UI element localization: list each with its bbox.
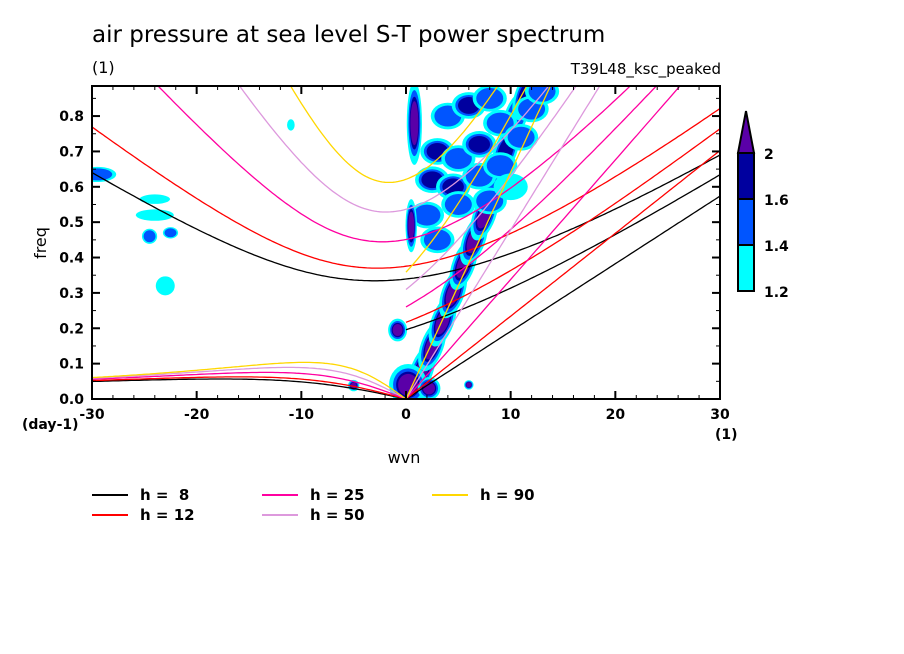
small-blob [392,324,403,337]
y-tick-label: 0.6 [59,180,84,196]
west-patch [155,276,175,296]
chart-title: air pressure at sea level S-T power spec… [92,22,606,48]
x-tick-label: -10 [289,407,315,423]
axis-ticks: -30 -20 -10 0 10 20 30 0.0 0.1 0.2 0.3 0.4 0.5 0.6 0.7… [59,86,730,423]
legend-label: h = 25 [310,486,365,504]
eig0-curve [405,86,658,308]
spectral-patch [444,148,472,170]
ig1-curve [92,154,720,282]
kelvin-line [405,86,552,399]
x-tick-label: 30 [710,407,730,423]
colorbar-extend-arrow [736,110,756,154]
legend-label: h = 90 [480,486,535,504]
high-freq-blob [410,101,419,146]
plot-frame [91,85,721,400]
eig0-curve [405,174,720,331]
y-tick-label: 0.7 [59,144,84,160]
units-label: (1) [92,58,115,77]
spectral-patch [486,112,514,134]
y-tick-label: 0.2 [59,321,84,337]
rossby-curve [92,366,407,399]
kelvin-line [405,86,681,399]
y-tick-label: 0.3 [59,286,84,302]
legend-swatch [92,514,128,516]
spectral-patch [413,204,441,226]
y-tick-label: 0.4 [59,251,84,267]
legend-item: h = 12 [92,506,195,524]
spectral-patch [423,229,451,251]
colorbar-segment [737,152,755,200]
legend-swatch [92,494,128,496]
ig1-curve [238,86,550,213]
y-tick-label: 0.1 [59,357,84,373]
y-units-label: (day-1) [22,417,79,433]
spectral-patch [486,155,514,177]
legend-item: h = 90 [432,486,535,504]
y-tick-label: 0.8 [59,109,84,125]
west-patch [143,230,156,243]
x-units-label: (1) [715,427,738,443]
small-blob [466,382,472,388]
spectral-patch [528,86,556,102]
legend-item: h = 25 [262,486,365,504]
kelvin-line [405,86,601,399]
rossby-curve [92,371,407,399]
colorbar-segment [737,198,755,246]
colorbar-segment [737,244,755,292]
legend-label: h = 50 [310,506,365,524]
legend-item: h = 8 [92,486,189,504]
spectral-patch [444,193,472,215]
y-tick-label: 0.0 [59,392,84,408]
colorbar-label: 1.4 [764,239,789,255]
west-patch [139,194,170,204]
eig0-curve [405,128,720,323]
legend-swatch [262,494,298,496]
x-tick-label: -20 [184,407,210,423]
dispersion-curves [92,86,720,399]
legend-label: h = 12 [140,506,195,524]
west-patch [92,168,113,181]
x-axis-title: wvn [388,448,421,467]
eig0-curve [405,86,528,273]
contour-layer [92,86,560,399]
colorbar: 1.2 1.4 1.6 2 [736,110,789,301]
ig1-curve [92,107,720,269]
legend-item: h = 50 [262,506,365,524]
spectral-patch [507,126,535,148]
ig1-curve [289,86,499,184]
x-tick-label: 20 [606,407,626,423]
colorbar-label: 2 [764,147,774,163]
colorbar-label: 1.2 [764,285,789,301]
legend-swatch [262,514,298,516]
kelvin-line [405,149,720,399]
west-patch [164,228,177,238]
x-tick-label: 10 [501,407,521,423]
spectral-patch [442,178,464,196]
west-patch [287,119,295,131]
rossby-curve [92,361,407,399]
x-tick-label: 0 [401,407,411,423]
y-tick-label: 0.5 [59,215,84,231]
midfreq-blob [408,211,415,240]
run-name: T39L48_ksc_peaked [570,60,721,78]
colorbar-label: 1.6 [764,193,789,209]
eig0-curve [405,86,577,291]
ig1-curve [157,86,632,243]
rossby-curve [92,376,407,399]
spectral-patch [468,135,491,153]
rossby-curve [92,378,407,399]
legend-label: h = 8 [140,486,190,504]
x-tick-label: -30 [79,407,105,423]
kelvin-line [405,195,720,399]
y-axis-title: freq [31,227,50,259]
legend-swatch [432,494,468,496]
